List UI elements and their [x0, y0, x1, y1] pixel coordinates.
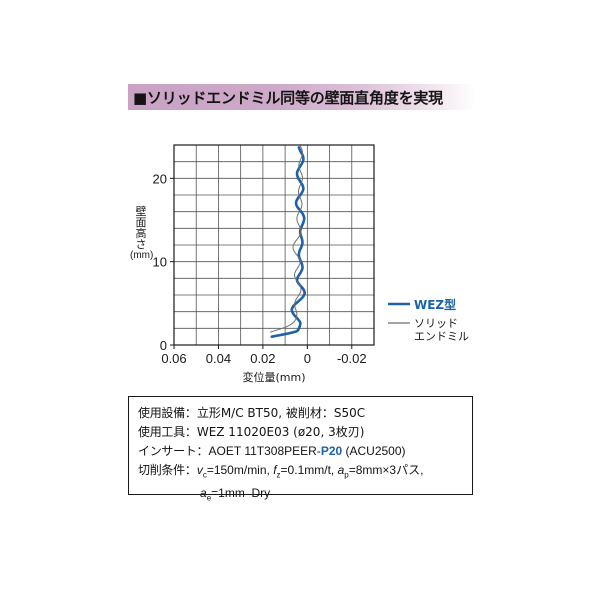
spec-value-0: 立形M/C BT50, 被削材：S50C: [196, 406, 366, 420]
page-title: ■ソリッドエンドミル同等の壁面直角度を実現: [133, 88, 443, 107]
y-tick-label: 20: [153, 171, 167, 186]
series-line-wez: [270, 146, 306, 338]
x-tick-label: -0.02: [337, 351, 367, 366]
y-axis-title: 壁 面 高 さ (mm): [130, 205, 154, 261]
section-title-banner: ■ソリッドエンドミル同等の壁面直角度を実現: [128, 84, 476, 110]
legend-label-solid-line2: エンドミル: [414, 330, 469, 343]
x-tick-label: 0.04: [206, 351, 231, 366]
y-tick-label: 0: [160, 338, 167, 353]
spec-row: ae=1mm Dry: [138, 484, 472, 507]
spec-row: インサート：AOET 11T308PEER-P20 (ACU2500): [138, 442, 472, 461]
series-line-solid: [270, 145, 303, 333]
spec-value-2-post: (ACU2500): [342, 444, 406, 458]
spec-label-3: 切削条件: [138, 463, 185, 477]
spec-row: 切削条件：vc=150m/min, fz=0.1mm/t, ap=8mm×3パス…: [138, 461, 472, 484]
spec-value-3: vc=150m/min, fz=0.1mm/t, ap=8mm×3パス,: [196, 463, 424, 480]
spec-row: 使用工具：WEZ 11020E03 (ø20, 3枚刃): [138, 423, 472, 442]
spec-label-2: インサート: [138, 444, 197, 458]
spec-value-4: ae=1mm Dry: [200, 486, 271, 503]
spec-label-1: 使用工具: [138, 425, 185, 439]
y-axis-title-char-3: さ: [135, 238, 147, 251]
y-axis-title-char-2: 高: [135, 227, 147, 240]
spec-sep-2: ：: [196, 444, 209, 458]
y-axis-tick-labels: 0 10 20: [153, 171, 174, 353]
spec-sep-3: ：: [184, 463, 197, 477]
spec-sep-0: ：: [184, 406, 197, 420]
machining-conditions-box: 使用設備：立形M/C BT50, 被削材：S50C 使用工具：WEZ 11020…: [128, 396, 473, 503]
spec-value-1: WEZ 11020E03 (ø20, 3枚刃): [196, 425, 365, 439]
y-axis-title-char-0: 壁: [135, 205, 147, 218]
y-tick-label: 10: [153, 255, 167, 270]
legend-label-solid-line1: ソリッド: [414, 317, 458, 330]
x-axis-title-text: 変位量(mm): [242, 370, 305, 384]
spec-sep-1: ：: [184, 425, 197, 439]
spec-label-0: 使用設備: [138, 406, 185, 420]
spec-row: 使用設備：立形M/C BT50, 被削材：S50C: [138, 404, 472, 423]
chart-frame: [173, 144, 375, 346]
chart-series: [270, 145, 306, 338]
displacement-chart: 0.06 0.04 0.02 0 -0.02 0 10 20 WEZ型ソリッド エンドミル 変…: [120, 130, 492, 390]
x-tick-label: 0: [304, 351, 311, 366]
legend-label-wez: WEZ型: [414, 297, 456, 312]
x-axis-tick-labels: 0.06 0.04 0.02 0 -0.02: [161, 345, 367, 366]
spec-grade-accent: P20: [320, 444, 343, 458]
y-axis-unit: (mm): [130, 250, 154, 261]
x-axis-title: 変位量(mm): [242, 370, 305, 384]
x-tick-label: 0.06: [161, 351, 186, 366]
chart-gridlines: [173, 144, 375, 346]
y-axis-title-char-1: 面: [135, 216, 147, 229]
spec-value-2-pre: AOET 11T308PEER-: [208, 444, 321, 458]
plot-frame: [173, 144, 375, 346]
x-tick-label: 0.02: [250, 351, 275, 366]
